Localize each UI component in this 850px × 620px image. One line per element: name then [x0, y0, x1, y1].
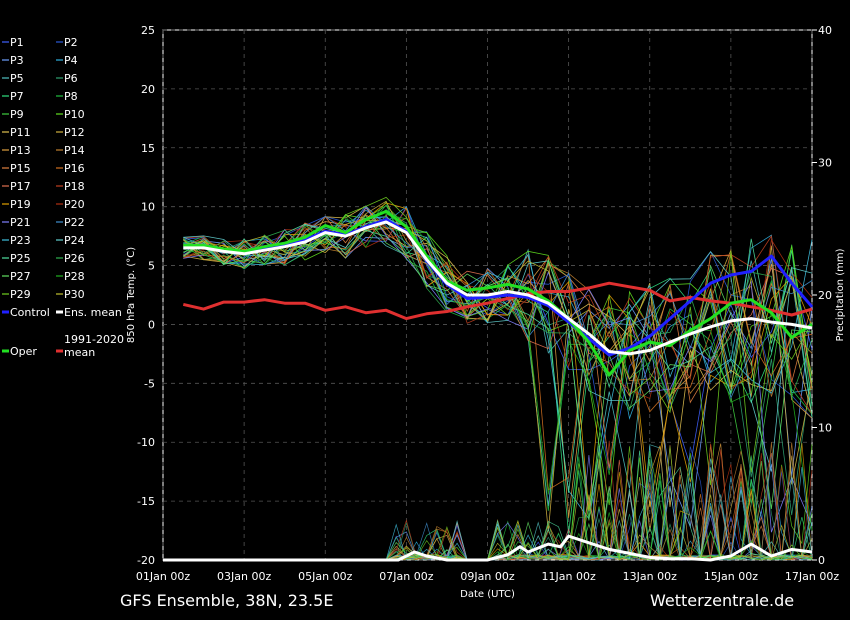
y2-tick-label: 10 — [818, 422, 832, 435]
legend-label: P22 — [64, 216, 85, 229]
series-line-1991-2020-mean — [182, 281, 813, 321]
legend-label: P21 — [10, 216, 31, 229]
member-line-p2 — [183, 216, 813, 471]
y-tick-label: 15 — [141, 142, 155, 155]
series-lines — [182, 209, 814, 377]
legend-label: P13 — [10, 144, 31, 157]
y2-tick-label: 20 — [818, 289, 832, 302]
y-tick-label: -20 — [137, 554, 155, 567]
legend-label: P14 — [64, 144, 85, 157]
x-tick-label: 13Jan 00z — [623, 570, 677, 583]
legend-label: P6 — [64, 72, 78, 85]
y-axis-left: -20 -15 -10 -5 0 5 10 15 20 25 — [137, 24, 155, 567]
precipitation-lines — [163, 440, 813, 562]
x-tick-label: 05Jan 00z — [298, 570, 352, 583]
y-tick-label: -15 — [137, 495, 155, 508]
legend-label: P27 — [10, 270, 31, 283]
y2-axis-label: Precipitation (mm) — [835, 248, 846, 341]
footer-model: GFS Ensemble, 38N, 23.5E — [120, 591, 333, 610]
legend-label: P8 — [64, 90, 78, 103]
member-line-p23 — [183, 216, 813, 520]
y-tick-label: 20 — [141, 83, 155, 96]
x-tick-label: 17Jan 00z — [785, 570, 839, 583]
legend-label: P25 — [10, 252, 31, 265]
legend-label: Control — [10, 306, 50, 319]
y2-tick-label: 0 — [818, 554, 825, 567]
legend-label: P2 — [64, 36, 78, 49]
legend-label: P12 — [64, 126, 85, 139]
legend-label: P11 — [10, 126, 31, 139]
y-axis-right: 0 10 20 30 40 — [812, 24, 832, 567]
chart-title: Athens (GR) 850 hPa Temp. & Precipitatio… — [140, 3, 729, 23]
y2-tick-label: 40 — [818, 24, 832, 37]
series-line-ens-mean — [183, 220, 813, 356]
y-axis-label: 850 hPa Temp. (°C) — [126, 247, 137, 343]
x-tick-label: 07Jan 00z — [379, 570, 433, 583]
legend-label: P17 — [10, 180, 31, 193]
member-line-p5 — [183, 220, 813, 512]
legend-label: P5 — [10, 72, 24, 85]
x-axis-label: Date (UTC) — [460, 589, 515, 600]
legend-label: P24 — [64, 234, 85, 247]
legend-label: P16 — [64, 162, 85, 175]
y-tick-label: -10 — [137, 436, 155, 449]
legend-label: P30 — [64, 288, 85, 301]
member-line-p24 — [183, 218, 813, 472]
legend-label: P19 — [10, 198, 31, 211]
legend-label: 1991-2020 — [64, 333, 124, 346]
legend: P1 P2 P3 P4 P5 P6 P7 P8 P9 P10 P11 P12 P13 P14 P15 P16 P… — [2, 36, 124, 359]
y2-tick-label: 30 — [818, 157, 832, 170]
legend-label: P3 — [10, 54, 24, 67]
legend-label: P7 — [10, 90, 24, 103]
legend-label: Oper — [10, 345, 37, 358]
x-tick-label: 11Jan 00z — [542, 570, 596, 583]
member-line-p8 — [183, 200, 813, 511]
legend-label: P10 — [64, 108, 85, 121]
y-tick-label: -5 — [144, 377, 155, 390]
x-tick-label: 01Jan 00z — [136, 570, 190, 583]
series-line-oper — [183, 209, 813, 377]
y-tick-label: 5 — [148, 260, 155, 273]
footer-source: Wetterzentrale.de — [650, 591, 794, 610]
y-tick-label: 0 — [148, 318, 155, 331]
y-tick-label: 10 — [141, 201, 155, 214]
x-tick-label: 09Jan 00z — [460, 570, 514, 583]
legend-label: P26 — [64, 252, 85, 265]
legend-label: P4 — [64, 54, 78, 67]
legend-label: P29 — [10, 288, 31, 301]
member-line-p26 — [183, 204, 813, 412]
x-tick-label: 03Jan 00z — [217, 570, 271, 583]
legend-label: mean — [64, 346, 95, 359]
legend-label: P18 — [64, 180, 85, 193]
legend-label: Ens. mean — [64, 306, 122, 319]
y-tick-label: 25 — [141, 24, 155, 37]
legend-label: P9 — [10, 108, 24, 121]
legend-label: P23 — [10, 234, 31, 247]
member-line-p29 — [183, 196, 813, 486]
x-axis: 01Jan 00z 03Jan 00z 05Jan 00z 07Jan 00z 09Ja… — [136, 570, 839, 583]
x-tick-label: 15Jan 00z — [704, 570, 758, 583]
legend-label: P28 — [64, 270, 85, 283]
legend-label: P1 — [10, 36, 24, 49]
precip-mean-line — [163, 534, 813, 562]
legend-label: P15 — [10, 162, 31, 175]
legend-label: P20 — [64, 198, 85, 211]
